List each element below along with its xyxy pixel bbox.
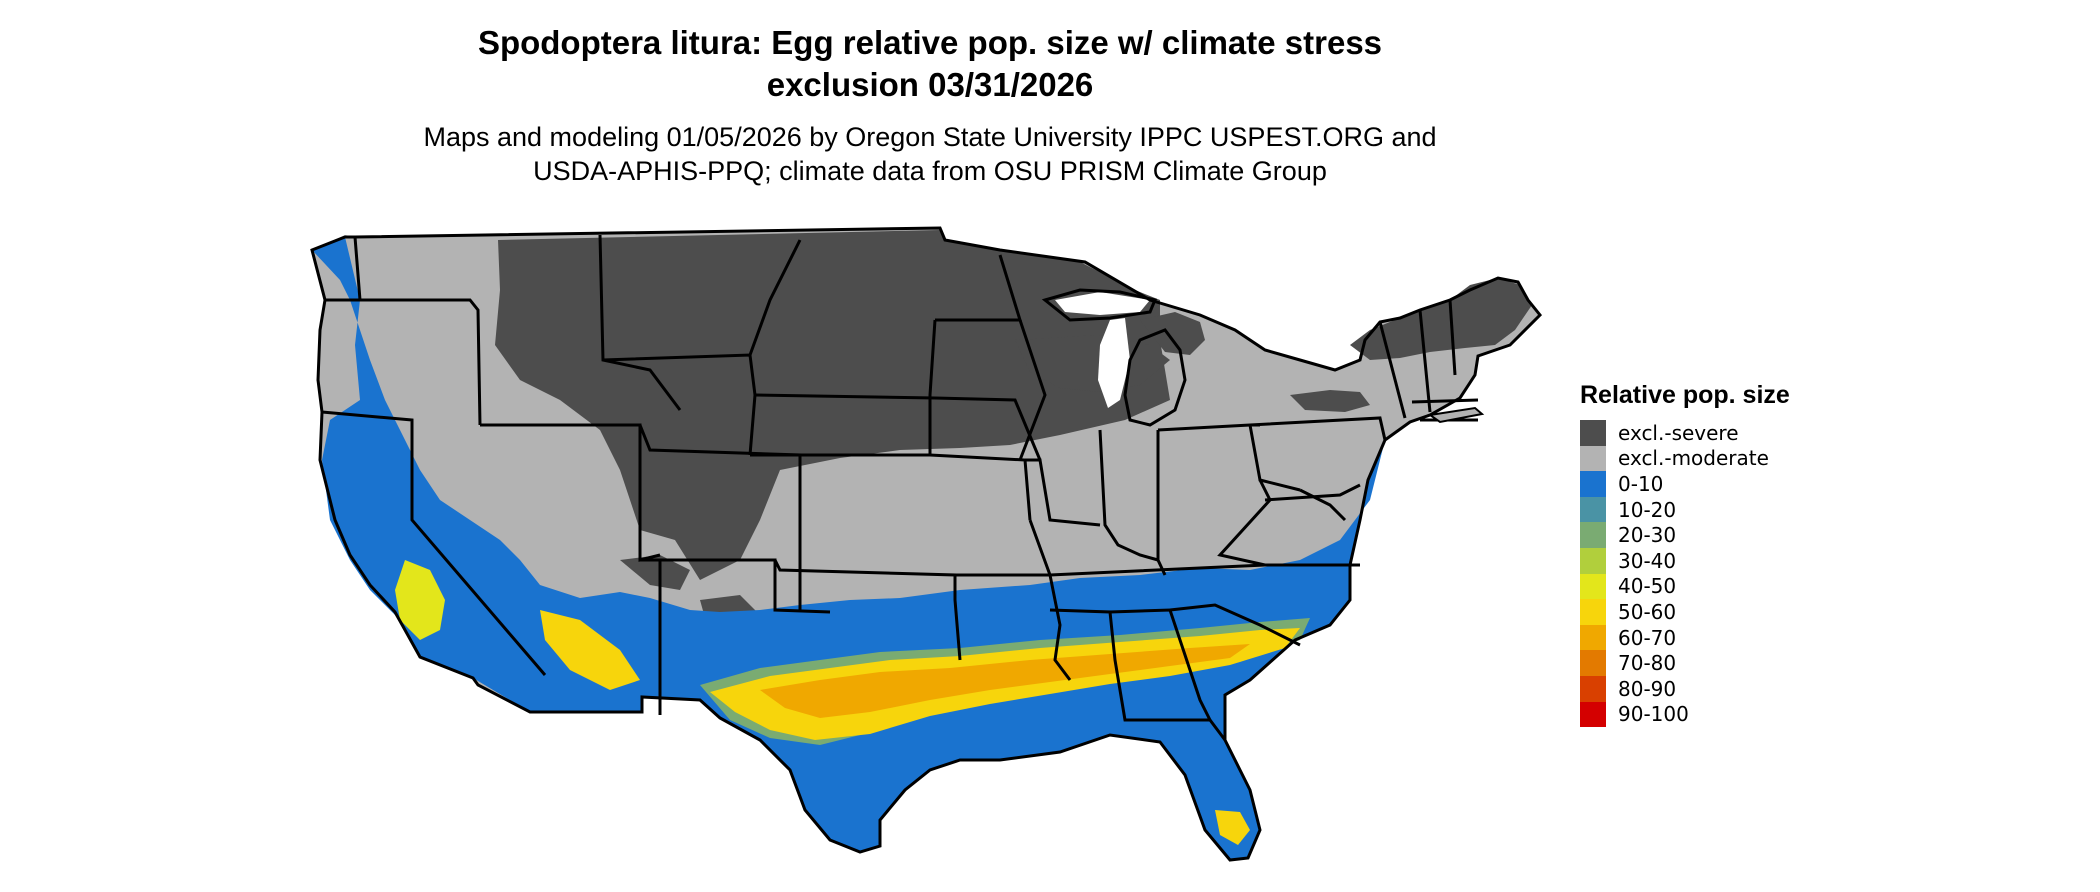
legend-label: 0-10 (1618, 471, 1664, 496)
legend-label: 60-70 (1618, 625, 1677, 650)
legend-item: 10-20 (1580, 496, 1790, 523)
legend-item: 40-50 (1580, 573, 1790, 600)
legend-item: 30-40 (1580, 547, 1790, 574)
legend-swatch (1580, 547, 1606, 574)
legend-swatch (1580, 650, 1606, 676)
legend-items: excl.-severe excl.-moderate 0-10 10-20 20-30… (1580, 420, 1790, 728)
fl-warm-region (1215, 810, 1250, 845)
legend-title: Relative pop. size (1580, 381, 1790, 409)
legend-label: 40-50 (1618, 574, 1677, 599)
legend-label: 50-60 (1618, 599, 1677, 624)
legend-item: excl.-moderate (1580, 445, 1790, 472)
title-line-2: exclusion 03/31/2026 (766, 66, 1094, 103)
subtitle-line-1: Maps and modeling 01/05/2026 by Oregon S… (423, 122, 1437, 152)
legend-label: excl.-severe (1618, 420, 1739, 445)
legend-item: 80-90 (1580, 675, 1790, 702)
legend-item: 90-100 (1580, 701, 1790, 728)
legend-label: 20-30 (1618, 523, 1677, 548)
michigan-outline (1041, 288, 1187, 427)
legend-swatch (1580, 624, 1606, 651)
legend-item: 60-70 (1580, 624, 1790, 651)
band-60-70 (760, 644, 1250, 718)
legend-label: 80-90 (1618, 676, 1677, 701)
subtitle-line-2: USDA-APHIS-PPQ; climate data from OSU PR… (533, 156, 1327, 186)
legend-swatch (1580, 675, 1606, 702)
map-subtitle: Maps and modeling 01/05/2026 by Oregon S… (0, 120, 1860, 188)
legend-item: 20-30 (1580, 522, 1790, 548)
legend-item: 70-80 (1580, 650, 1790, 676)
legend-label: 10-20 (1618, 497, 1677, 522)
map-title: Spodoptera litura: Egg relative pop. siz… (0, 22, 1860, 106)
legend-item: excl.-severe (1580, 420, 1790, 446)
legend-swatch (1580, 471, 1606, 497)
title-line-1: Spodoptera litura: Egg relative pop. siz… (477, 24, 1383, 61)
legend-swatch (1580, 445, 1606, 472)
legend-swatch (1580, 496, 1606, 523)
legend-swatch (1580, 701, 1606, 728)
legend-label: 90-100 (1618, 702, 1689, 727)
legend-label: excl.-moderate (1618, 446, 1769, 471)
legend-swatch (1580, 599, 1606, 625)
legend: Relative pop. size excl.-severe excl.-mod… (1580, 380, 1790, 728)
low-suitability-regions (312, 237, 1385, 860)
az-warm-region (540, 610, 640, 690)
legend-item: 0-10 (1580, 471, 1790, 497)
legend-swatch (1580, 573, 1606, 600)
legend-item: 50-60 (1580, 599, 1790, 625)
legend-label: 30-40 (1618, 548, 1677, 573)
lake-michigan (1098, 318, 1130, 408)
legend-swatch (1580, 420, 1606, 446)
lake-superior (1055, 292, 1150, 315)
severe-exclusion-regions (495, 230, 1532, 625)
long-island (1427, 406, 1485, 424)
ca-warm-region (395, 560, 445, 640)
legend-swatch (1580, 522, 1606, 548)
legend-label: 70-80 (1618, 651, 1677, 676)
